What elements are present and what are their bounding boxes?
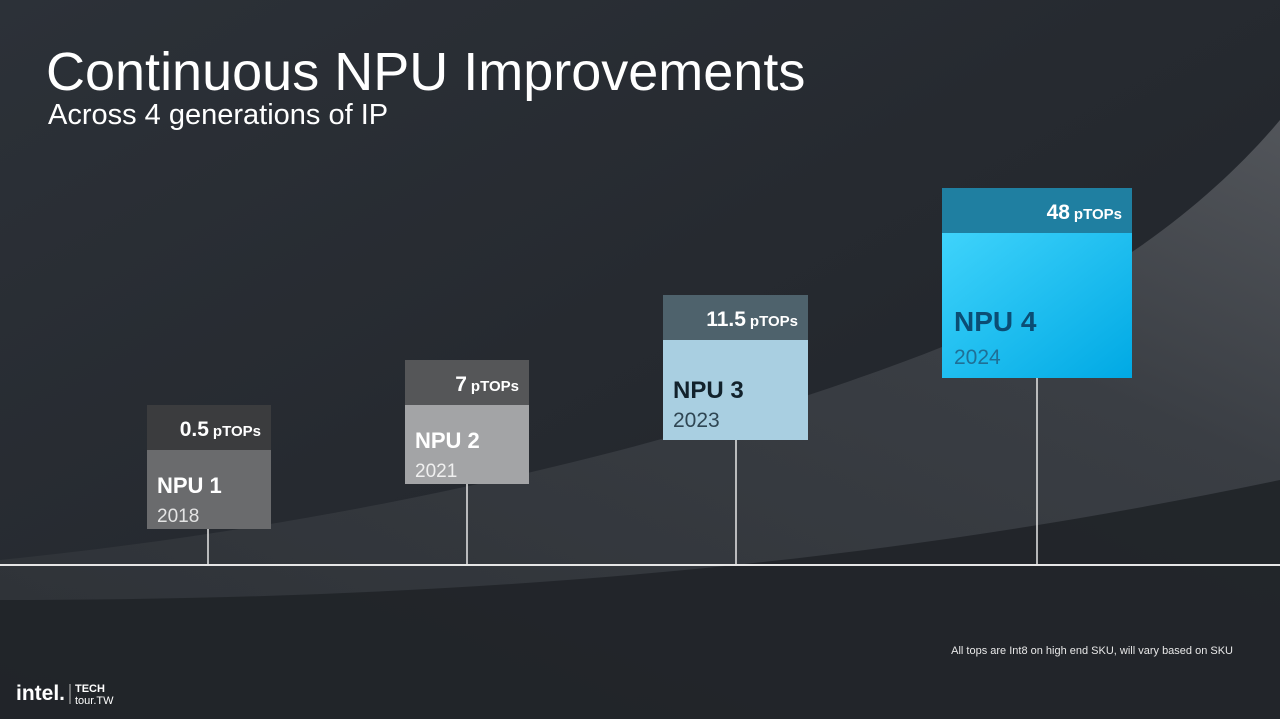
node-body <box>663 340 808 440</box>
node-label: NPU 3 <box>673 377 744 404</box>
node-value: 7 <box>455 373 467 396</box>
node-body <box>942 233 1132 378</box>
node-label: NPU 1 <box>157 473 222 498</box>
node-year: 2024 <box>954 346 1001 369</box>
npu-node: 7 pTOPs NPU 2 2021 <box>405 360 529 565</box>
brand-logo: intel. <box>16 682 65 705</box>
node-year: 2023 <box>673 409 720 432</box>
node-body <box>405 405 529 484</box>
node-value: 48 <box>1047 201 1071 224</box>
npu-node: 48 pTOPs NPU 4 2024 <box>942 188 1132 565</box>
subtitle: Across 4 generations of IP <box>48 99 388 131</box>
node-label: NPU 4 <box>954 306 1037 337</box>
background-shade <box>0 480 1280 719</box>
node-value: 0.5 <box>180 418 210 441</box>
node-metric: 48 pTOPs <box>1047 201 1122 224</box>
node-metric: 7 pTOPs <box>455 373 519 396</box>
node-header <box>663 295 808 340</box>
event-logo-top: TECH <box>75 683 105 695</box>
node-unit: pTOPs <box>1074 206 1122 223</box>
node-header <box>405 360 529 405</box>
node-unit: pTOPs <box>471 378 519 395</box>
node-value: 11.5 <box>706 308 746 331</box>
node-unit: pTOPs <box>750 313 798 330</box>
node-metric: 11.5 pTOPs <box>706 308 798 331</box>
node-header <box>147 405 271 450</box>
footnote: All tops are Int8 on high end SKU, will … <box>951 645 1233 657</box>
node-unit: pTOPs <box>213 423 261 440</box>
node-header <box>942 188 1132 233</box>
title: Continuous NPU Improvements <box>46 42 805 102</box>
node-year: 2021 <box>415 461 457 482</box>
npu-node: 11.5 pTOPs NPU 3 2023 <box>663 295 808 565</box>
node-body <box>147 450 271 529</box>
event-logo-bottom: tour.TW <box>75 695 114 707</box>
node-label: NPU 2 <box>415 428 480 453</box>
node-metric: 0.5 pTOPs <box>180 418 261 441</box>
npu-node: 0.5 pTOPs NPU 1 2018 <box>147 405 271 565</box>
node-year: 2018 <box>157 506 199 527</box>
